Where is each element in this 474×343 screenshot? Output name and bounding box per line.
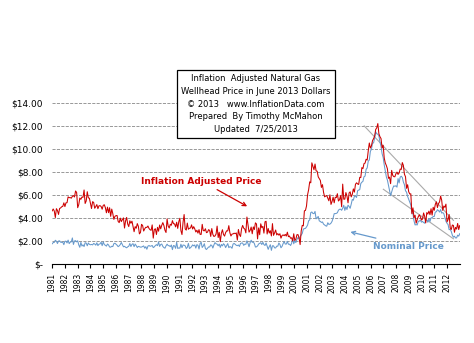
Text: Inflation  Adjusted Natural Gas
Wellhead Price in June 2013 Dollars
© 2013   www: Inflation Adjusted Natural Gas Wellhead … xyxy=(181,74,331,134)
Text: Inflation Adjusted Price: Inflation Adjusted Price xyxy=(141,177,262,206)
Text: Nominal Price: Nominal Price xyxy=(352,232,444,251)
